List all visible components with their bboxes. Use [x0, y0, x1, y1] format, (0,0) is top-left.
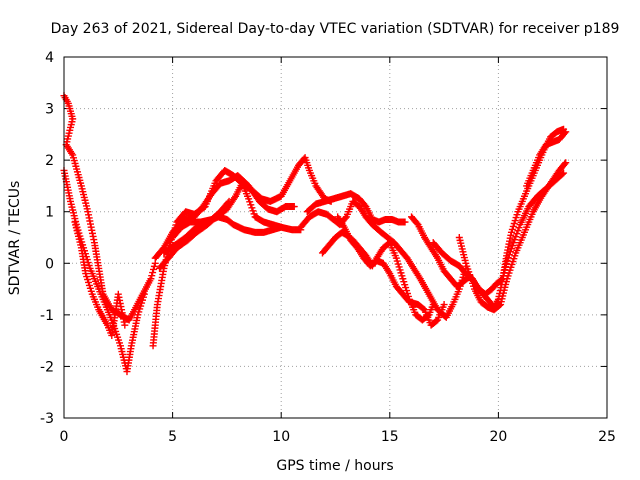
series-arc-1 [60, 92, 159, 324]
x-tick-label: 5 [168, 429, 177, 445]
series-arc-2 [60, 166, 148, 376]
data-point [225, 197, 233, 205]
y-axis-label: SDTVAR / TECUs [7, 181, 23, 296]
data-point [495, 301, 503, 309]
x-tick-label: 0 [60, 429, 69, 445]
x-tick-label: 10 [272, 429, 290, 445]
data-point [290, 203, 298, 211]
y-tick-label: 1 [45, 205, 54, 221]
data-point [121, 321, 129, 329]
data-point [140, 290, 148, 298]
data-point [150, 262, 158, 270]
y-tick-label: -3 [40, 411, 54, 427]
y-tick-label: -1 [40, 308, 54, 324]
x-axis-label: GPS time / hours [276, 458, 393, 474]
data-point [560, 169, 568, 177]
data-point [148, 272, 156, 280]
series-arc-15 [455, 159, 570, 314]
y-tick-label: 4 [45, 50, 54, 66]
data-point [440, 301, 448, 309]
data-point [562, 159, 570, 167]
series-arc-8 [169, 197, 233, 241]
chart-title: Day 263 of 2021, Sidereal Day-to-day VTE… [51, 21, 620, 37]
y-tick-label: 0 [45, 256, 54, 272]
series-arc-12 [334, 213, 448, 329]
plot-frame [63, 56, 608, 419]
data-points [60, 92, 570, 376]
series-arc-16 [523, 128, 570, 190]
data-point [561, 160, 569, 168]
x-tick-label: 25 [598, 429, 616, 445]
data-point [562, 128, 570, 136]
data-point [498, 276, 506, 284]
data-point [429, 301, 437, 309]
data-point [149, 269, 157, 277]
tick-labels: 0 5 10 15 20 25 -3 -2 -1 0 1 2 3 4 [40, 50, 616, 445]
data-point [231, 194, 239, 202]
data-point [277, 223, 285, 231]
data-point [224, 199, 232, 207]
data-point [147, 275, 155, 283]
series-arc-3 [71, 218, 129, 339]
data-point [341, 214, 349, 222]
y-tick-label: -2 [40, 359, 54, 375]
x-tick-label: 20 [489, 429, 507, 445]
data-point [401, 218, 409, 226]
data-point [561, 129, 569, 137]
data-point [149, 265, 157, 273]
x-tick-label: 15 [381, 429, 399, 445]
y-tick-label: 3 [45, 102, 54, 118]
y-tick-label: 2 [45, 153, 54, 169]
series-arc-10 [303, 190, 409, 226]
